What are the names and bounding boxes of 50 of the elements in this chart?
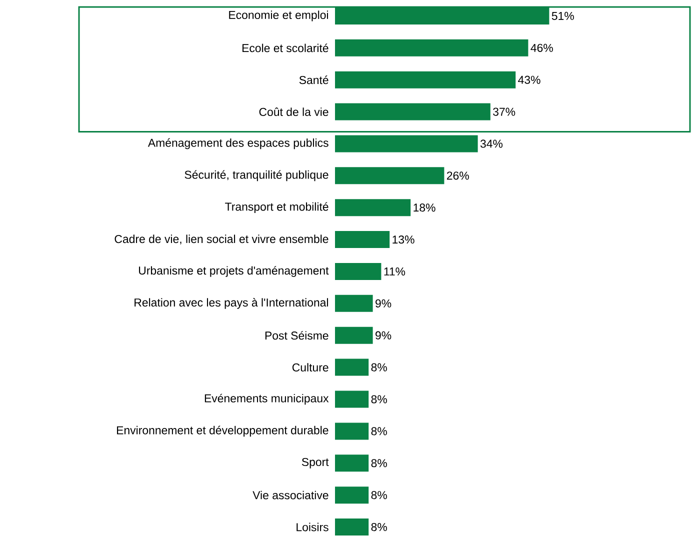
data-label: 37% xyxy=(493,108,516,116)
y-tick-label: Coût de la vie xyxy=(259,108,328,116)
bar xyxy=(335,358,369,376)
data-label: 8% xyxy=(371,427,387,436)
bar xyxy=(335,199,411,216)
y-tick-label: Loisirs xyxy=(296,522,328,532)
y-tick-label: Aménagement des espaces publics xyxy=(148,138,328,150)
y-tick-label: Cadre de vie, lien social et vivre ensemble xyxy=(114,234,328,244)
data-label: 11% xyxy=(384,267,406,276)
data-label: 13% xyxy=(392,235,414,244)
data-label: 9% xyxy=(376,331,392,340)
bar xyxy=(335,518,369,536)
data-label: 8% xyxy=(371,363,387,372)
data-label: 46% xyxy=(530,44,553,52)
data-label: 8% xyxy=(371,395,387,404)
data-label: 26% xyxy=(446,172,469,180)
bar xyxy=(335,135,478,152)
y-tick-label: Environnement et développement durable xyxy=(117,426,328,437)
data-label: 8% xyxy=(371,491,387,500)
bar xyxy=(335,262,382,280)
y-tick-label: Santé xyxy=(299,76,328,84)
y-tick-label: Economie et emploi xyxy=(229,10,328,22)
y-tick-label: Sécurité, tranquilité publique xyxy=(184,170,328,182)
y-tick-label: Ecole et scolarité xyxy=(242,44,328,52)
data-label: 34% xyxy=(480,140,503,148)
y-tick-label: Transport et mobilité xyxy=(225,202,328,214)
bar xyxy=(335,39,528,56)
bar xyxy=(335,454,369,472)
y-tick-label: Post Séisme xyxy=(265,331,328,340)
bar xyxy=(335,326,373,344)
bar xyxy=(335,231,390,248)
bar xyxy=(335,390,369,408)
bar xyxy=(335,71,516,88)
data-label: 51% xyxy=(552,12,574,20)
bar xyxy=(335,422,369,440)
bar xyxy=(335,103,490,120)
y-tick-label: Vie associative xyxy=(252,490,328,500)
y-tick-label: Relation avec les pays à l'International xyxy=(134,298,328,309)
y-tick-label: Sport xyxy=(302,458,329,468)
y-tick-label: Culture xyxy=(292,363,328,372)
data-label: 18% xyxy=(414,204,436,212)
data-label: 43% xyxy=(518,76,540,84)
bar xyxy=(335,486,369,504)
bar xyxy=(335,167,444,184)
data-label: 8% xyxy=(371,522,387,532)
y-tick-label: Urbanisme et projets d'aménagement xyxy=(139,266,329,277)
data-label: 9% xyxy=(376,299,392,308)
data-label: 8% xyxy=(371,459,387,468)
y-tick-label: Evénements municipaux xyxy=(204,394,329,405)
bar xyxy=(335,294,373,312)
